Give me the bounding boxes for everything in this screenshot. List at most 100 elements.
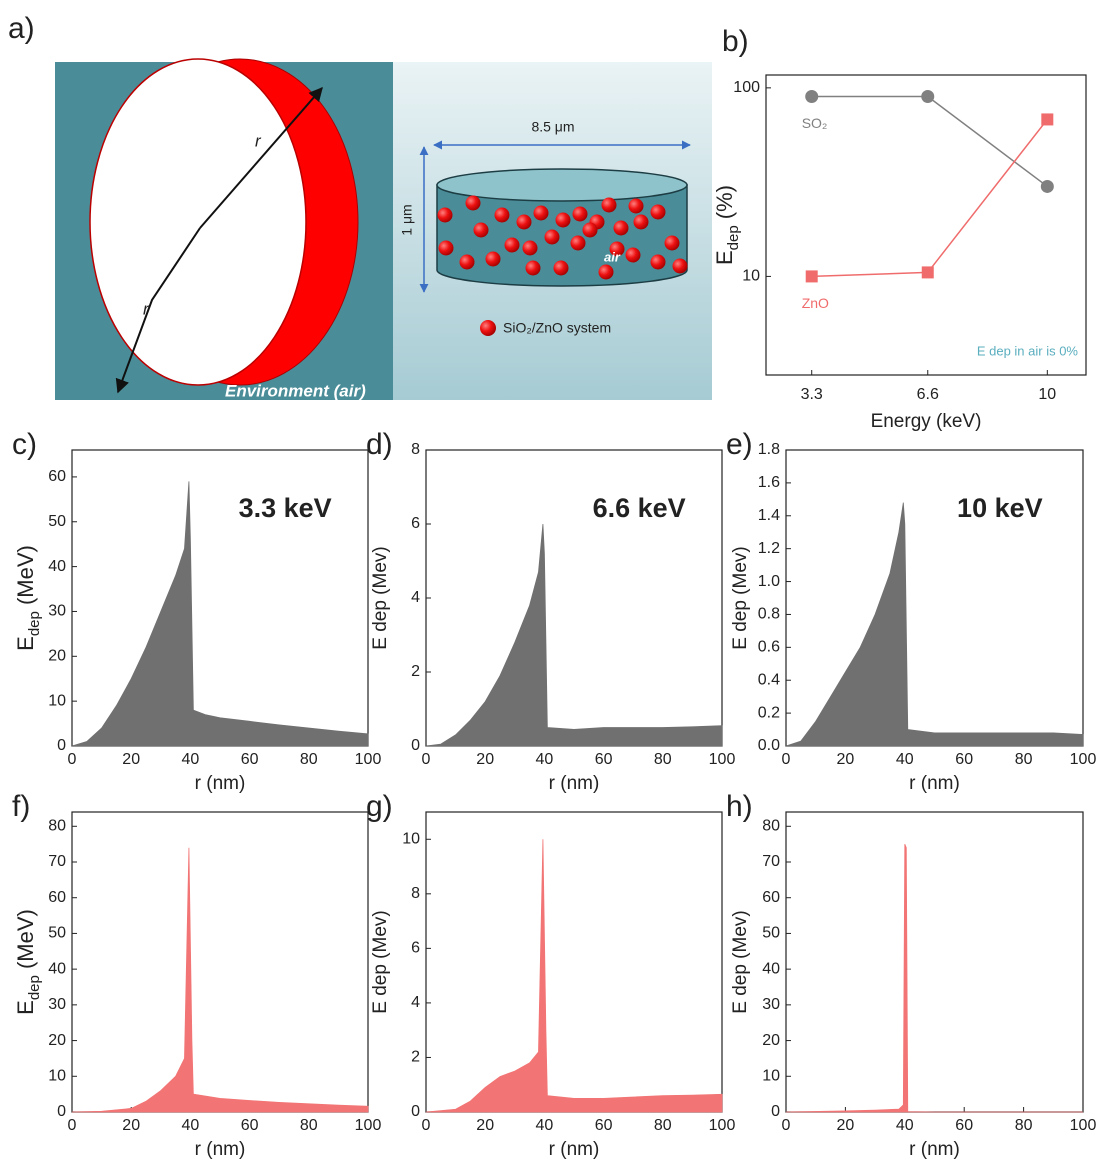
plot-frame [785, 811, 1084, 1113]
area [71, 481, 369, 747]
point [921, 89, 935, 103]
x-tick-label: 20 [837, 1117, 855, 1134]
chart: f) 0 10 20 30 40 50 60 70 80 0 20 40 60 80 100 r (nm) Ede… [12, 790, 381, 1160]
air-label: air [604, 249, 621, 264]
y-tick-label: 10 [48, 692, 66, 709]
y-tick-label: 30 [762, 996, 780, 1013]
x-tick-label: 80 [654, 1117, 672, 1134]
x-tick-label: 100 [709, 1117, 736, 1134]
y-tick-label: 1.8 [758, 441, 780, 458]
y-axis-label-sub: dep [26, 975, 43, 1000]
x-tick-label: 40 [182, 1117, 200, 1134]
x-tick-label: 100 [1070, 751, 1097, 768]
y-tick-label: 80 [762, 818, 780, 835]
y-tick-label: 0 [771, 1103, 780, 1120]
x-axis-label: r (nm) [909, 773, 960, 794]
x-tick-label: 100 [1070, 1117, 1097, 1134]
y-axis-label-main: E dep (Mev) [730, 546, 751, 649]
y-tick-label: 2 [411, 1049, 420, 1066]
radius-arrow [115, 227, 201, 394]
panel-label: d) [366, 428, 393, 461]
x-tick-label: 0 [782, 751, 791, 768]
point [805, 89, 819, 103]
particle [522, 240, 538, 256]
x-tick-label: 0 [68, 751, 77, 768]
x-tick-label: 100 [709, 751, 736, 768]
y-tick-label: 50 [762, 925, 780, 942]
y-tick-label: 0 [411, 737, 420, 754]
y-axis-label: Edep (%) [712, 185, 743, 265]
x-tick-label: 40 [536, 751, 554, 768]
x-tick-label: 80 [1015, 751, 1033, 768]
y-tick-label: 0.0 [758, 737, 780, 754]
x-axis-label: r (nm) [549, 1139, 600, 1160]
x-tick-label: 80 [654, 751, 672, 768]
particle [598, 264, 614, 280]
radius-label: r [143, 299, 150, 318]
y-tick-label: 1.2 [758, 540, 780, 557]
x-tick-label: 20 [476, 751, 494, 768]
particle [633, 214, 649, 230]
y-tick-label: 10 [762, 1068, 780, 1085]
y-tick-label: 1.6 [758, 474, 780, 491]
particle [613, 220, 629, 236]
y-tick-label: 20 [48, 648, 66, 665]
particle [504, 237, 520, 253]
x-axis-label: Energy (keV) [871, 411, 982, 432]
point [805, 270, 818, 283]
y-tick-label: 80 [48, 818, 66, 835]
x-tick-label: 3.3 [801, 386, 823, 403]
particle [473, 222, 489, 238]
sphere [89, 58, 307, 386]
y-axis-label: E dep (Mev) [370, 546, 391, 649]
x-axis-label: r (nm) [909, 1139, 960, 1160]
y-tick-label: 70 [762, 853, 780, 870]
x-tick-label: 80 [1015, 1117, 1033, 1134]
y-axis-label-main: E dep (Mev) [730, 910, 751, 1013]
width-label: 8.5 μm [531, 119, 574, 135]
panel-label: f) [12, 790, 30, 823]
y-tick-label: 8 [411, 885, 420, 902]
plot-frame [425, 811, 723, 1113]
x-tick-label: 100 [355, 751, 382, 768]
y-tick-label: 6 [411, 515, 420, 532]
chart-title: 10 keV [957, 493, 1043, 523]
panel-label: a) [8, 12, 35, 45]
y-axis-label-unit: (MeV) [13, 909, 38, 975]
y-tick-label: 40 [48, 960, 66, 977]
y-axis-label: E dep (Mev) [370, 910, 391, 1013]
series-line [811, 118, 1048, 278]
y-tick-label: 0 [57, 737, 66, 754]
y-tick-label: 10 [48, 1068, 66, 1085]
x-axis-label: r (nm) [195, 773, 246, 794]
particle [664, 235, 680, 251]
x-tick-label: 40 [182, 751, 200, 768]
y-tick-label: 20 [48, 1032, 66, 1049]
x-tick-label: 60 [955, 1117, 973, 1134]
x-tick-label: 0 [782, 1117, 791, 1134]
particle [650, 204, 666, 220]
particle [555, 212, 571, 228]
particle [438, 240, 454, 256]
x-tick-label: 80 [300, 1117, 318, 1134]
particle [582, 222, 598, 238]
y-tick-label: 20 [762, 1032, 780, 1049]
particle [570, 235, 586, 251]
y-axis-label-sub: dep [26, 611, 43, 636]
particle [609, 241, 625, 257]
point [1041, 113, 1054, 126]
y-tick-label: 0.8 [758, 606, 780, 623]
y-tick-label: 40 [762, 960, 780, 977]
y-axis-label-unit: (MeV) [13, 545, 38, 611]
y-axis-label-sub: dep [725, 225, 742, 250]
particle [516, 214, 532, 230]
chart: b) 10 100 3.3 6.6 10 Energy (keV) Edep (%) SO₂ Zn… [712, 25, 1087, 432]
x-tick-label: 40 [536, 1117, 554, 1134]
x-axis-label: r (nm) [195, 1139, 246, 1160]
legend-label: SiO₂/ZnO system [503, 320, 611, 336]
panel-label: b) [722, 25, 749, 58]
particle [494, 207, 510, 223]
x-tick-label: 80 [300, 751, 318, 768]
